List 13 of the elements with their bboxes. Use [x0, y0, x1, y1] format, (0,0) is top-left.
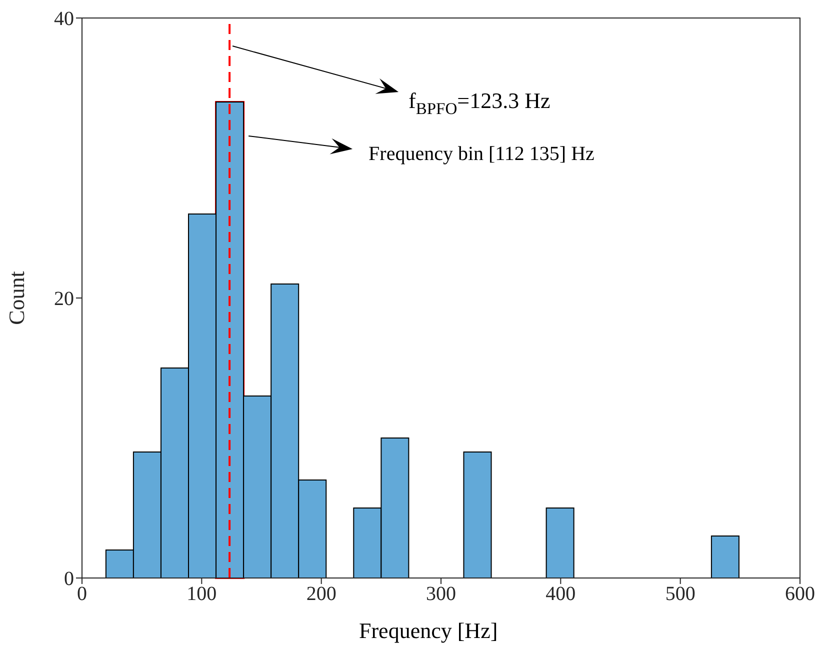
y-tick-label: 0 [64, 568, 74, 590]
x-tick-label: 600 [785, 583, 815, 606]
y-tick-label: 20 [54, 288, 74, 310]
annotation: Frequency bin [112 135] Hz [368, 143, 595, 165]
y-tick-label: 40 [54, 8, 74, 30]
ref-line-label: f$_{BPFO}$=123.3 Hz [408, 88, 550, 118]
x-tick-label: 100 [186, 583, 217, 606]
y-axis-title: Count [4, 271, 29, 325]
x-tick-label: 500 [665, 583, 696, 606]
x-axis-title: Frequency [Hz] [359, 618, 498, 643]
x-tick-label: 200 [306, 583, 336, 606]
x-tick-label: 300 [426, 583, 456, 606]
x-tick-label: 400 [546, 583, 576, 606]
